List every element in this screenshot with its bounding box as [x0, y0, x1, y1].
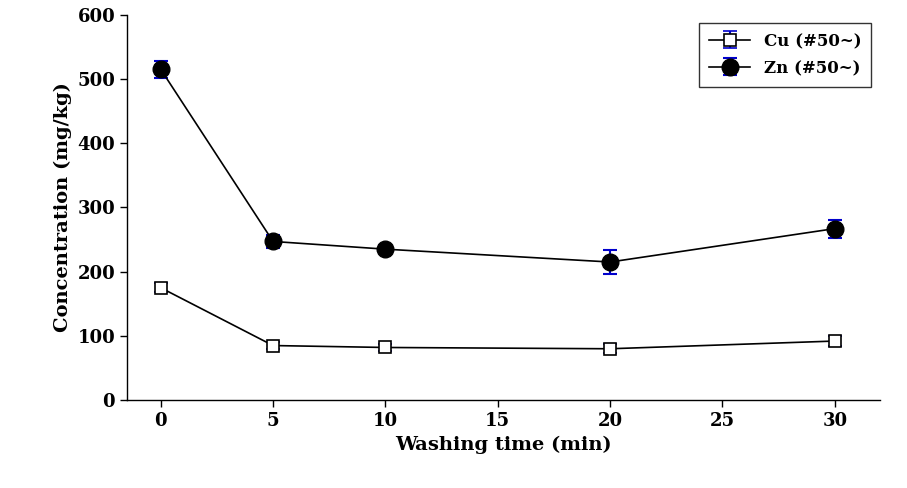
Y-axis label: Concentration (mg/kg): Concentration (mg/kg) [54, 82, 72, 332]
Legend: Cu (#50~), Zn (#50~): Cu (#50~), Zn (#50~) [698, 23, 872, 87]
X-axis label: Washing time (min): Washing time (min) [395, 435, 611, 454]
